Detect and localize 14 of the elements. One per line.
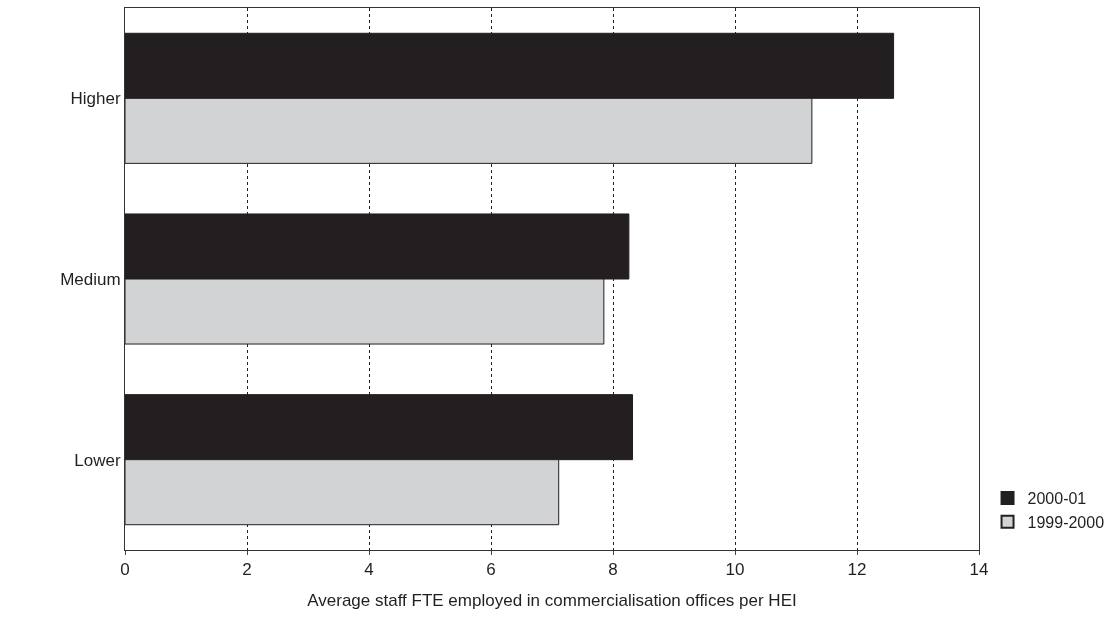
x-axis-title: Average staff FTE employed in commercialisation offices per HEI (307, 590, 797, 610)
x-tick-label: 4 (364, 560, 374, 580)
x-tick-label: 6 (486, 560, 496, 580)
x-tick-label: 12 (847, 560, 867, 580)
y-tick-label: Medium (60, 269, 121, 289)
y-tick-label: Higher (70, 89, 121, 109)
x-tick-label: 8 (608, 560, 618, 580)
legend-label: 1999-2000 (1027, 514, 1105, 532)
x-tick-label: 10 (725, 560, 745, 580)
legend-label: 2000-01 (1027, 490, 1087, 508)
y-tick-label: Lower (74, 450, 121, 470)
x-tick-label: 14 (969, 560, 989, 580)
x-tick-label: 0 (120, 560, 130, 580)
x-tick-label: 2 (242, 560, 252, 580)
